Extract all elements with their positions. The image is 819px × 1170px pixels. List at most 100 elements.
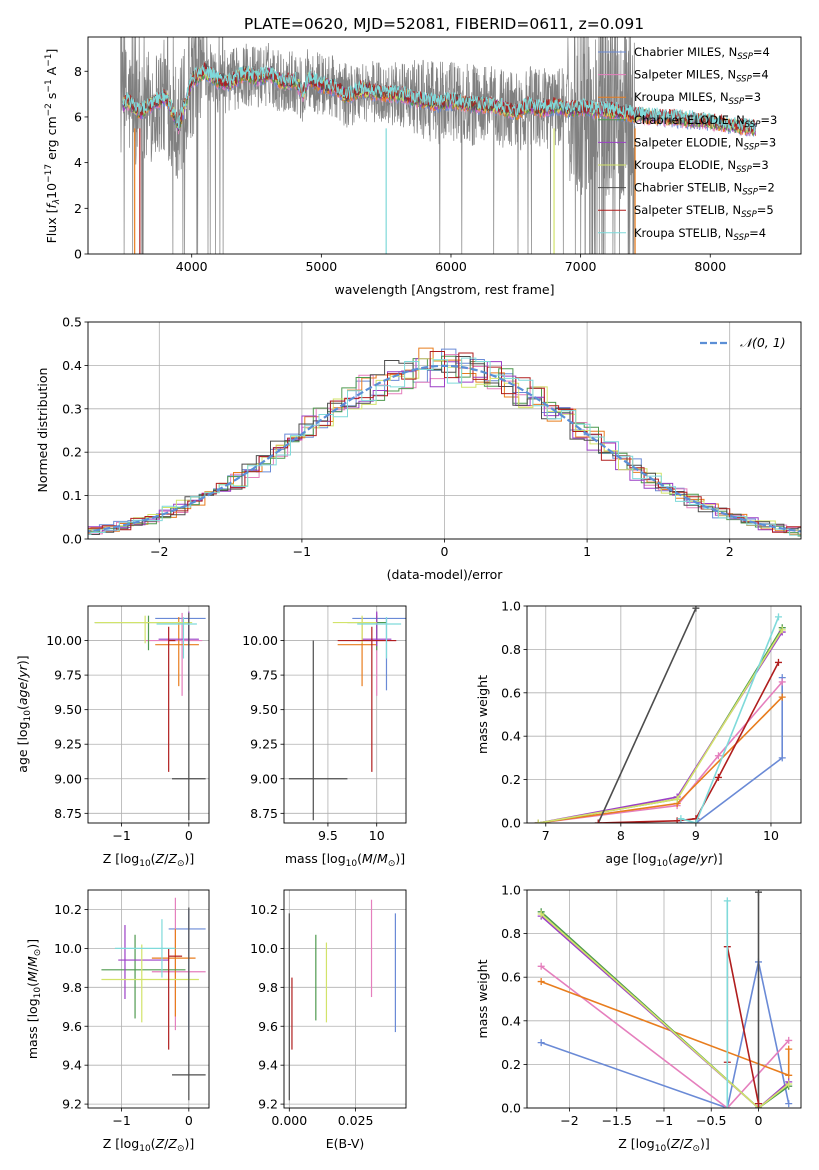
histogram-salpeter-stelib (88, 351, 801, 534)
y-tick-label: 0 (74, 247, 82, 262)
spectrum-ticks: 4000 5000 6000 7000 8000 0 2 4 6 8 (74, 64, 726, 274)
legend-entry-chabrier-stelib: Chabrier STELIB, NSSP=2 (634, 181, 775, 198)
y-tick-label: 10.2 (54, 902, 82, 917)
series-line-kroupa-elodie (540, 913, 790, 1108)
y-tick-label: 10.00 (46, 633, 82, 648)
y-tick-label: 4 (74, 155, 82, 170)
y-axis-label: mass weight (475, 959, 490, 1038)
series-marker-salpeter-stelib (774, 658, 782, 666)
y-tick-label: 10.0 (54, 941, 82, 956)
series-marker-kroupa-stelib (677, 815, 685, 823)
y-tick-label: 0.6 (501, 685, 521, 700)
x-tick-label: −0.5 (696, 1113, 726, 1128)
y-tick-label: 9.2 (258, 1097, 278, 1112)
age-vs-mass-plot (288, 611, 406, 821)
x-tick-label: 9 (692, 828, 700, 843)
x-tick-label: −1.5 (602, 1113, 632, 1128)
age-vs-mass-ticks: 9.5 10 8.75 9.00 9.25 9.50 9.75 10.00 (242, 606, 406, 843)
series-marker-kroupa-stelib (692, 819, 700, 823)
y-tick-label: 9.6 (258, 1019, 278, 1034)
x-axis-label: Z [log10(Z/Z⊙)] (103, 851, 195, 869)
x-axis-label: Z [log10(Z/Z⊙)] (103, 1136, 195, 1154)
x-axis-label: Z [log10(Z/Z⊙)] (618, 1136, 710, 1154)
y-axis-label: Normed distribution (35, 368, 50, 493)
figure-title: PLATE=0620, MJD=52081, FIBERID=0611, z=0… (244, 15, 644, 33)
series-line-chabrier-elodie (540, 911, 790, 1108)
y-tick-label: 0.5 (62, 315, 82, 330)
x-axis-label: E(B-V) (326, 1136, 365, 1151)
x-axis-label: mass [log10(M/M⊙)] (285, 851, 405, 869)
age-vs-z-frame (87, 605, 210, 824)
y-tick-label: 9.25 (250, 737, 278, 752)
series-marker-chabrier-stelib (692, 606, 700, 612)
y-tick-label: 0.0 (501, 1101, 521, 1116)
series-line-chabrier-stelib (597, 607, 697, 823)
x-tick-label: 6000 (435, 259, 467, 274)
legend-entry-kroupa-miles: Kroupa MILES, NSSP=3 (634, 90, 761, 107)
legend-entry-salpeter-elodie: Salpeter ELODIE, NSSP=3 (634, 135, 776, 152)
data-spectrum (120, 37, 636, 254)
series-marker-salpeter-stelib (673, 817, 681, 823)
y-tick-label: 10.2 (250, 902, 278, 917)
x-tick-label: 0.025 (338, 1113, 374, 1128)
y-tick-label: 1.0 (501, 599, 521, 614)
y-tick-label: 8.75 (54, 806, 82, 821)
x-tick-label: 5000 (305, 259, 337, 274)
series-marker-kroupa-miles (785, 1045, 793, 1053)
x-tick-label: 4000 (176, 259, 208, 274)
y-tick-label: 0.4 (501, 1013, 521, 1028)
y-tick-label: 10.0 (250, 941, 278, 956)
x-tick-label: −1 (112, 1113, 130, 1128)
y-tick-label: 2 (74, 201, 82, 216)
x-tick-label: −1 (655, 1113, 673, 1128)
y-tick-label: 0.1 (62, 488, 82, 503)
spectrum-plot (120, 37, 757, 254)
series-marker-kroupa-stelib (774, 613, 782, 621)
weight-vs-age-plot (534, 606, 786, 823)
series-marker-salpeter-miles (778, 678, 786, 686)
y-tick-label: 9.00 (54, 771, 82, 786)
y-axis-label: Flux [fλ10−17 erg cm−2 s−1 A−1] (44, 49, 62, 244)
mass-vs-ebv-plot (288, 899, 396, 1101)
series-marker-kroupa-elodie (673, 795, 681, 803)
series-marker-kroupa-elodie (534, 819, 542, 823)
series-marker-chabrier-miles (785, 1100, 793, 1108)
series-line-salpeter-miles (540, 965, 790, 1108)
y-tick-label: 0.6 (501, 970, 521, 985)
mass-vs-ebv-frame (283, 889, 407, 1109)
mass-vs-z-ticks: −1 0 9.2 9.4 9.6 9.8 10.0 10.2 (54, 890, 209, 1128)
x-axis-label: wavelength [Angstrom, rest frame] (334, 282, 554, 297)
series-marker-salpeter-miles (537, 962, 545, 970)
x-tick-label: −2 (560, 1113, 578, 1128)
x-tick-label: 0.000 (271, 1113, 307, 1128)
x-tick-label: 8000 (694, 259, 726, 274)
series-marker-salpeter-stelib (714, 773, 722, 781)
series-marker-kroupa-miles (537, 978, 545, 986)
series-marker-salpeter-miles (714, 752, 722, 760)
x-tick-label: 2 (726, 544, 734, 559)
series-marker-chabrier-miles (778, 754, 786, 762)
x-tick-label: 1 (583, 544, 591, 559)
x-axis-label: (data-model)/error (387, 567, 504, 582)
series-line-kroupa-stelib (680, 616, 780, 823)
x-tick-label: −2 (150, 544, 168, 559)
y-tick-label: 0.4 (501, 729, 521, 744)
y-tick-label: 0.4 (62, 358, 82, 373)
histogram-frame (87, 321, 802, 540)
mass-vs-z-frame (87, 889, 210, 1109)
y-tick-label: 0.3 (62, 401, 82, 416)
weight-vs-z-frame (526, 889, 802, 1109)
y-tick-label: 9.8 (62, 980, 82, 995)
y-tick-label: 9.4 (258, 1058, 278, 1073)
series-line-salpeter-elodie (538, 631, 783, 823)
series-marker-chabrier-stelib (754, 890, 762, 896)
weight-vs-age-frame (526, 605, 802, 824)
series-marker-kroupa-miles (778, 693, 786, 701)
y-axis-label: mass weight (475, 675, 490, 754)
mass-vs-z-plot (101, 897, 206, 1101)
legend-entry-chabrier-miles: Chabrier MILES, NSSP=4 (634, 45, 770, 62)
y-tick-label: 9.50 (54, 702, 82, 717)
y-tick-label: 0.2 (501, 1057, 521, 1072)
x-axis-label: age [log10(age/yr)] (605, 851, 722, 869)
series-line-chabrier-miles (680, 677, 783, 823)
